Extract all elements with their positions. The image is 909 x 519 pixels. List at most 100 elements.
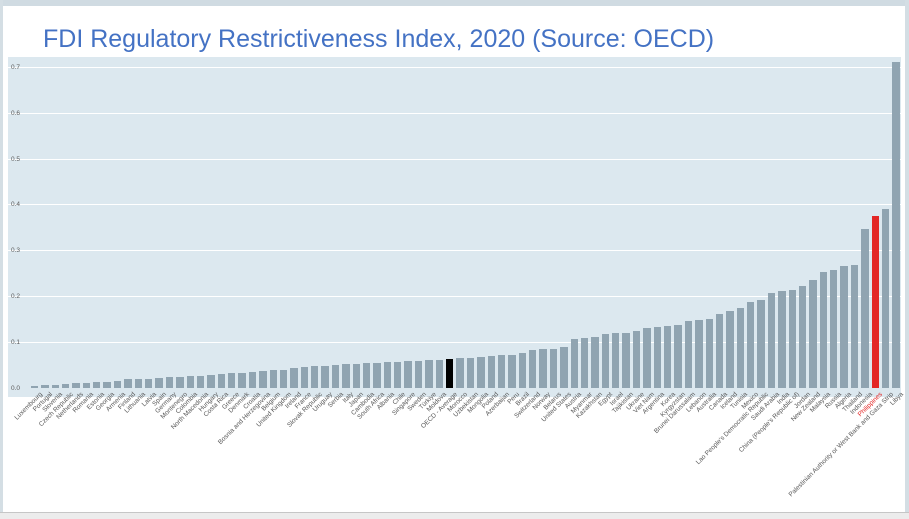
chart-bar xyxy=(217,374,226,388)
chart-bar xyxy=(113,381,122,388)
chart-bar xyxy=(186,376,194,388)
chart-bar xyxy=(788,289,796,388)
chart-bar xyxy=(477,356,485,388)
chart-bar xyxy=(778,291,786,388)
chart-bar xyxy=(238,372,246,388)
gridline xyxy=(8,158,901,160)
chart-bar xyxy=(144,378,153,388)
chart-bar xyxy=(383,362,392,388)
chart-bar xyxy=(290,368,298,388)
chart-bar xyxy=(705,319,713,388)
chart-bar xyxy=(414,360,423,388)
chart-bar xyxy=(93,381,101,388)
chart-bar xyxy=(30,386,39,388)
chart-bar xyxy=(425,360,433,388)
chart-bar xyxy=(196,375,205,388)
chart-bar xyxy=(663,326,672,388)
chart-bar xyxy=(736,308,745,388)
gridline xyxy=(8,342,901,344)
window-frame-top xyxy=(0,0,909,6)
chart-bar xyxy=(508,354,516,388)
chart-bar xyxy=(176,377,184,388)
chart-bar xyxy=(529,349,537,388)
chart-bar xyxy=(228,373,236,388)
chart-bar xyxy=(819,271,828,388)
chart-bar xyxy=(41,384,49,388)
chart-bar xyxy=(612,333,620,388)
y-tick-label: 0.7 xyxy=(11,63,21,71)
chart-bar xyxy=(632,331,641,388)
chart-bar xyxy=(435,359,443,388)
chart-bar xyxy=(747,301,755,388)
gridline xyxy=(8,204,901,206)
chart-bar xyxy=(840,266,848,388)
chart-bar xyxy=(259,371,267,388)
chart-bar xyxy=(103,381,111,388)
chart-bar xyxy=(394,361,402,388)
chart-bar xyxy=(757,299,765,388)
chart-bar xyxy=(798,285,807,388)
y-tick-label: 0.2 xyxy=(11,293,21,301)
chart-bar xyxy=(622,332,630,388)
chart-bar xyxy=(279,369,288,388)
chart-bar xyxy=(373,362,381,388)
chart-bar xyxy=(352,364,360,388)
chart-bar xyxy=(539,349,547,388)
chart-bar xyxy=(300,367,309,388)
chart-bar xyxy=(61,384,70,388)
chart-bar xyxy=(82,383,91,388)
chart-bar xyxy=(767,292,776,388)
chart-bar xyxy=(549,348,558,388)
window-frame-left xyxy=(0,0,3,519)
chart-bar xyxy=(830,270,838,388)
chart-bar xyxy=(134,379,142,388)
chart-bar xyxy=(362,363,371,388)
chart-bar xyxy=(861,228,869,388)
chart-bar xyxy=(269,369,277,388)
chart-bar xyxy=(570,339,578,388)
chart-bar xyxy=(643,328,651,388)
chart-bar xyxy=(653,327,661,388)
chart-bar xyxy=(446,359,454,388)
gridline xyxy=(8,112,901,114)
chart-bar xyxy=(51,384,59,388)
chart-bar xyxy=(715,313,724,388)
window-bottom-edge xyxy=(0,512,909,519)
chart-bar xyxy=(342,364,350,388)
chart-bar xyxy=(591,336,599,388)
chart-bar xyxy=(207,374,215,388)
y-tick-label: 0.4 xyxy=(11,201,21,209)
chart-bar xyxy=(850,265,859,388)
chart-bar xyxy=(248,371,257,388)
chart-bar xyxy=(321,365,329,388)
chart-bar xyxy=(684,320,693,388)
chart-bar xyxy=(487,355,495,388)
chart-bar xyxy=(892,62,900,388)
y-tick-label: 0.0 xyxy=(11,385,21,392)
y-tick-label: 0.3 xyxy=(11,247,21,255)
gridline xyxy=(8,66,901,68)
y-tick-label: 0.6 xyxy=(11,109,21,117)
chart-bar xyxy=(695,320,703,388)
chart-bar xyxy=(311,366,319,388)
chart-bar xyxy=(404,361,412,388)
chart-bar xyxy=(809,280,817,388)
chart-bar xyxy=(331,365,340,389)
chart-bar xyxy=(124,379,132,388)
y-tick-label: 0.5 xyxy=(11,155,21,163)
chart-bar xyxy=(72,383,80,388)
gridline xyxy=(8,296,901,298)
chart-bar xyxy=(518,353,527,388)
chart-bar xyxy=(466,357,475,388)
chart-title: FDI Regulatory Restrictiveness Index, 20… xyxy=(43,25,715,53)
chart-bar xyxy=(580,337,589,388)
window-frame-right xyxy=(905,0,909,519)
y-tick-label: 0.1 xyxy=(11,339,21,347)
chart-bar xyxy=(881,209,890,388)
gridline xyxy=(8,250,901,252)
chart-bar xyxy=(674,324,682,388)
chart-bar xyxy=(456,358,464,388)
chart-bar xyxy=(497,355,506,388)
chart-bar xyxy=(726,311,734,388)
